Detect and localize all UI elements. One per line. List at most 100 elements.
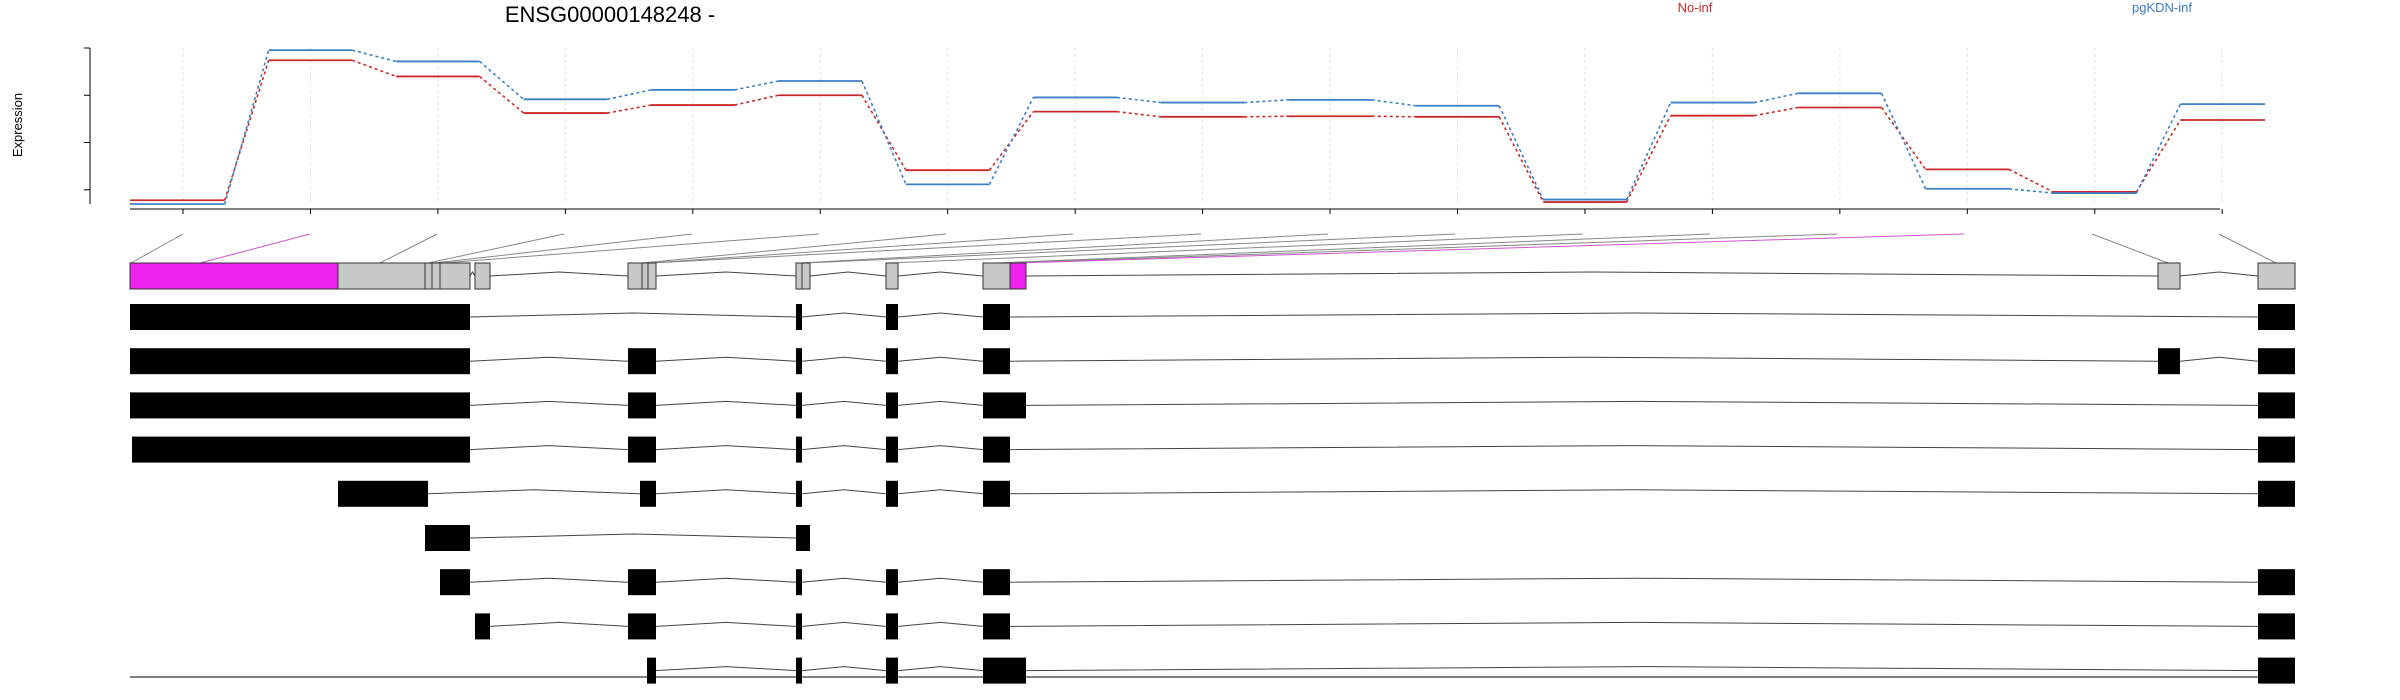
y-axis-label: Expression [10,93,25,157]
series-1-connector [1371,99,1416,107]
exon [983,392,1026,419]
exon-connectors [130,233,2277,264]
intron [1009,489,2259,495]
intron [2179,356,2259,362]
series-1-connector [1116,96,1161,104]
exon [886,436,898,463]
exon-box [439,262,471,290]
series-1-connector [1625,102,1672,200]
intron [897,312,984,318]
exon [796,392,802,419]
chart-title: ENSG00000148248 - [505,2,715,27]
series-0-connector [606,104,652,114]
intron [469,400,629,406]
exon [2258,657,2295,684]
exon-connector [889,233,1584,264]
exon-connector [1003,233,1838,264]
intron [469,577,629,583]
legend-pgkdn-inf: pgKDN-inf [2132,0,2192,15]
intron [655,356,797,362]
intron [801,489,887,495]
exon [338,480,428,507]
exon-box [474,262,491,290]
transcript-9 [647,657,2295,684]
exon [628,392,656,419]
legend-no-inf: No-inf [1678,0,1713,15]
exon-box [982,262,1011,290]
exon [796,525,810,551]
intron [801,666,887,672]
intron [655,489,797,495]
exon [475,613,490,640]
exon-connector [799,233,1329,264]
exon [983,657,1026,684]
transcript-2 [130,348,2295,375]
y-axis [84,47,91,204]
exon [983,348,1010,375]
series-0-connector [1753,106,1799,117]
series-lines [130,49,2265,205]
series-0-connector [2008,168,2054,193]
intron [897,356,984,362]
intron [469,445,629,451]
series-0-connector [351,59,397,78]
intron [655,577,797,583]
intron [469,312,797,318]
transcript-8 [475,613,2295,640]
series-1-connector [1753,92,1799,104]
series-1-connector [861,80,907,185]
exon [886,657,898,684]
series-1-connector [606,89,652,101]
intron [801,445,887,451]
exon-connector [130,233,184,264]
series-0-connector [2135,119,2182,193]
exon-box [431,262,441,290]
gene-model [129,262,2296,290]
exon-connector [649,233,1074,264]
exon-connector [641,233,947,264]
exon [983,613,1010,640]
exon [2258,613,2295,640]
series-1-connector [988,97,1035,185]
intron [801,356,887,362]
exon [628,436,656,463]
transcript-7 [440,569,2295,596]
exon-connector [1017,233,1965,264]
transcript-4 [132,436,2295,463]
exon [886,480,898,507]
intron [489,271,629,277]
exon [886,569,898,596]
series-1-connector [1498,105,1544,200]
exon [983,480,1010,507]
intron [897,577,984,583]
exon [796,304,802,330]
exon [130,348,470,375]
intron [469,271,476,277]
exon [130,304,470,330]
intron [1025,271,2159,277]
intron [1009,356,2159,362]
exon [130,392,470,419]
intron [801,577,887,583]
series-1-connector [351,49,397,63]
intron [897,445,984,451]
exon [983,304,1010,330]
exon [2258,348,2295,375]
intron [897,400,984,406]
series-0-connector [1244,115,1289,118]
exon [425,525,470,551]
exon [796,348,802,375]
exon [796,480,802,507]
exon-box [795,262,803,290]
series-1-connector [2135,103,2182,194]
intron [1009,621,2259,627]
exon-box [129,262,339,290]
intron [897,489,984,495]
intron [801,400,887,406]
exon-box [337,262,426,290]
exon-connector [379,233,438,264]
series-0-connector [1371,115,1416,118]
x-axis-exons [130,208,2223,214]
exon [2258,436,2295,463]
series-0-connector [223,60,270,201]
